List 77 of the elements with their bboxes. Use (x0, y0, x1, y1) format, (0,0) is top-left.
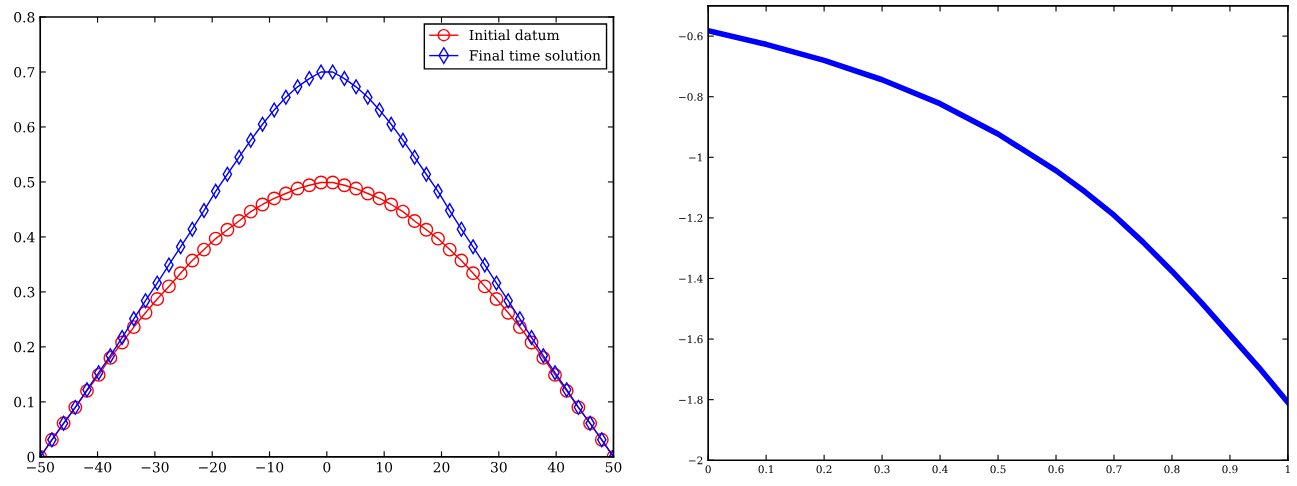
point (384, 197, 399, 212)
point (454, 253, 469, 268)
y-tick-label: −1.2 (679, 214, 703, 222)
y-tick-label: 0.2 (14, 341, 34, 353)
x-tick-label: 0 (705, 465, 711, 474)
y-tick-label: 0.8 (14, 11, 35, 23)
point (419, 222, 434, 237)
y-tick-label: −1.4 (679, 274, 703, 283)
point (360, 186, 375, 201)
legend-label: Initial datum (469, 29, 560, 41)
point (314, 175, 328, 190)
point (512, 320, 527, 335)
x-tick-label: 0.4 (932, 465, 948, 474)
point (524, 335, 539, 350)
point (243, 204, 258, 219)
point (173, 266, 188, 281)
y-tick-label: 0.7 (14, 66, 35, 78)
x-tick-label: 50 (605, 461, 622, 473)
point (267, 191, 282, 206)
point (150, 292, 165, 306)
point (489, 292, 504, 306)
x-tick-label: −30 (141, 461, 169, 473)
x-tick-label: 0.6 (1048, 465, 1064, 474)
x-tick-label: 30 (491, 461, 507, 473)
y-tick-label: 0.5 (14, 176, 35, 188)
x-tick-label: 0.8 (1164, 465, 1180, 474)
point (126, 320, 141, 335)
point (372, 191, 387, 206)
point (407, 214, 422, 228)
point (138, 305, 153, 320)
point (208, 231, 223, 246)
y-tick-label: −1.6 (679, 335, 703, 344)
point (115, 335, 130, 350)
point (431, 231, 445, 246)
point (220, 222, 235, 237)
point (290, 181, 305, 196)
x-tick-label: 0.7 (1106, 465, 1122, 474)
y-tick-label: 0.3 (14, 286, 35, 298)
x-tick-label: 0.5 (990, 465, 1006, 474)
x-tick-label: 40 (547, 461, 565, 473)
point (185, 253, 200, 268)
x-tick-label: 0.9 (1222, 465, 1238, 474)
point (232, 214, 247, 228)
y-tick-label: −1.8 (679, 395, 703, 404)
y-tick-label: −2 (689, 456, 703, 465)
point (466, 266, 481, 281)
y-tick-label: 0.6 (14, 121, 35, 133)
y-tick-label: −1 (689, 153, 702, 162)
x-tick-label: 10 (377, 461, 393, 473)
y-tick-label: −0.6 (679, 32, 703, 41)
x-tick-label: −40 (84, 461, 112, 473)
point (278, 186, 293, 201)
x-tick-label: −50 (27, 461, 54, 473)
point (197, 242, 211, 257)
point (501, 305, 516, 320)
point (302, 178, 317, 193)
x-tick-label: 20 (433, 461, 450, 473)
y-tick-label: 0.1 (14, 396, 34, 408)
point (255, 197, 270, 212)
x-tick-label: 0.2 (816, 465, 832, 474)
x-tick-label: 0.1 (758, 465, 773, 474)
point (442, 242, 457, 257)
point (349, 181, 364, 196)
x-tick-label: 1 (1285, 465, 1290, 474)
point (395, 204, 410, 219)
point (477, 279, 492, 294)
x-tick-label: 0.3 (874, 465, 890, 474)
point (337, 178, 352, 193)
y-tick-label: −0.8 (679, 92, 703, 101)
point (325, 175, 340, 190)
x-tick-label: −20 (199, 461, 226, 473)
y-tick-label: 0.4 (14, 231, 35, 243)
legend-label: Final time solution (469, 49, 601, 61)
point (161, 279, 176, 294)
x-tick-label: 0 (323, 461, 331, 473)
x-tick-label: −10 (256, 461, 284, 473)
y-tick-label: 0 (27, 451, 35, 463)
